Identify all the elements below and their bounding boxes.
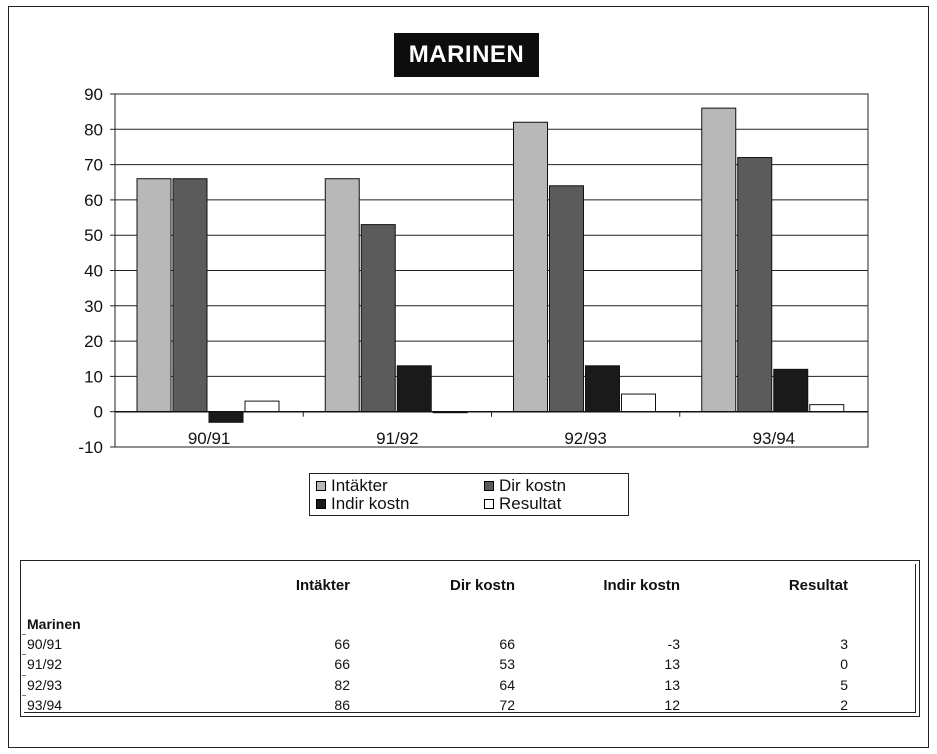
bar [513, 121, 548, 413]
table-row-label: 90/91 [27, 636, 63, 652]
bar [737, 157, 773, 413]
y-tick-label: 60 [84, 191, 103, 210]
bar [549, 185, 584, 413]
y-tick-label: 80 [84, 120, 103, 139]
x-tick-label: 92/93 [564, 429, 607, 448]
table-cell: 53 [499, 656, 515, 672]
chart-title: MARINEN [394, 33, 539, 77]
y-tick-label: 10 [84, 367, 103, 386]
y-tick-label: 20 [84, 332, 103, 351]
legend-label-resultat: Resultat [499, 494, 562, 513]
row-separator [22, 675, 26, 676]
legend-label-intakter: Intäkter [331, 476, 388, 495]
table-cell: 13 [664, 656, 680, 672]
bar [809, 404, 845, 413]
legend-label-dir-kostn: Dir kostn [499, 476, 567, 495]
table-header-resultat: Resultat [788, 577, 848, 594]
table-section-label: Marinen [27, 616, 81, 632]
page-frame [8, 6, 929, 748]
legend-swatch-resultat [484, 499, 494, 509]
legend-item-indir-kostn: Indir kostn [316, 495, 409, 513]
table-cell: 12 [664, 697, 680, 713]
table-row-label: 92/93 [27, 677, 63, 693]
legend-swatch-indir-kostn [316, 499, 326, 509]
bar [621, 393, 656, 413]
table-cell: 72 [499, 697, 515, 713]
row-separator [22, 634, 26, 635]
x-tick-label: 93/94 [753, 429, 796, 448]
bar [208, 411, 244, 423]
y-tick-label: 70 [84, 156, 103, 175]
bar [585, 365, 620, 413]
data-table-inner-border [24, 564, 916, 713]
y-tick-label: 50 [84, 226, 103, 245]
y-tick-label: 0 [94, 403, 103, 422]
legend-label-indir-kostn: Indir kostn [331, 494, 410, 513]
bar [701, 107, 737, 413]
legend-item-intakter: Intäkter [316, 477, 388, 495]
bar [396, 365, 432, 413]
bar [136, 178, 172, 413]
y-tick-label: 90 [84, 85, 103, 104]
table-cell: 2 [840, 697, 848, 713]
x-tick-label: 90/91 [188, 429, 231, 448]
table-cell: 86 [334, 697, 350, 713]
row-separator [22, 695, 26, 696]
table-cell: -3 [667, 636, 680, 652]
table-header-indir-kostn: Indir kostn [603, 577, 680, 594]
legend-swatch-dir-kostn [484, 481, 494, 491]
table-header-intakter: Intäkter [295, 577, 350, 594]
bar [773, 368, 809, 413]
bar [244, 400, 280, 413]
table-cell: 66 [334, 636, 350, 652]
data-table [20, 560, 920, 717]
table-row-label: 93/94 [27, 697, 63, 713]
x-tick-label: 91/92 [376, 429, 419, 448]
table-cell: 82 [334, 677, 350, 693]
table-cell: 64 [499, 677, 515, 693]
bar [172, 178, 208, 413]
table-header-dir-kostn: Dir kostn [449, 577, 515, 594]
bar [360, 224, 396, 413]
y-tick-label: 30 [84, 297, 103, 316]
chart-legend: Intäkter Dir kostn Indir kostn Resultat [309, 473, 629, 516]
y-tick-label: -10 [78, 438, 103, 457]
table-row-label: 91/92 [27, 656, 63, 672]
table-cell: 66 [334, 656, 350, 672]
legend-item-dir-kostn: Dir kostn [484, 477, 566, 495]
table-cell: 0 [840, 656, 848, 672]
table-cell: 5 [840, 677, 848, 693]
table-cell: 66 [499, 636, 515, 652]
bar-chart: 90 80 70 60 50 40 30 20 10 0 -10 90/91 91/92 92/93 93/… [78, 85, 869, 457]
row-separator [22, 654, 26, 655]
bar [324, 178, 360, 413]
legend-item-resultat: Resultat [484, 495, 561, 513]
y-tick-label: 40 [84, 262, 103, 281]
table-cell: 13 [664, 677, 680, 693]
table-cell: 3 [840, 636, 848, 652]
legend-swatch-intakter [316, 481, 326, 491]
